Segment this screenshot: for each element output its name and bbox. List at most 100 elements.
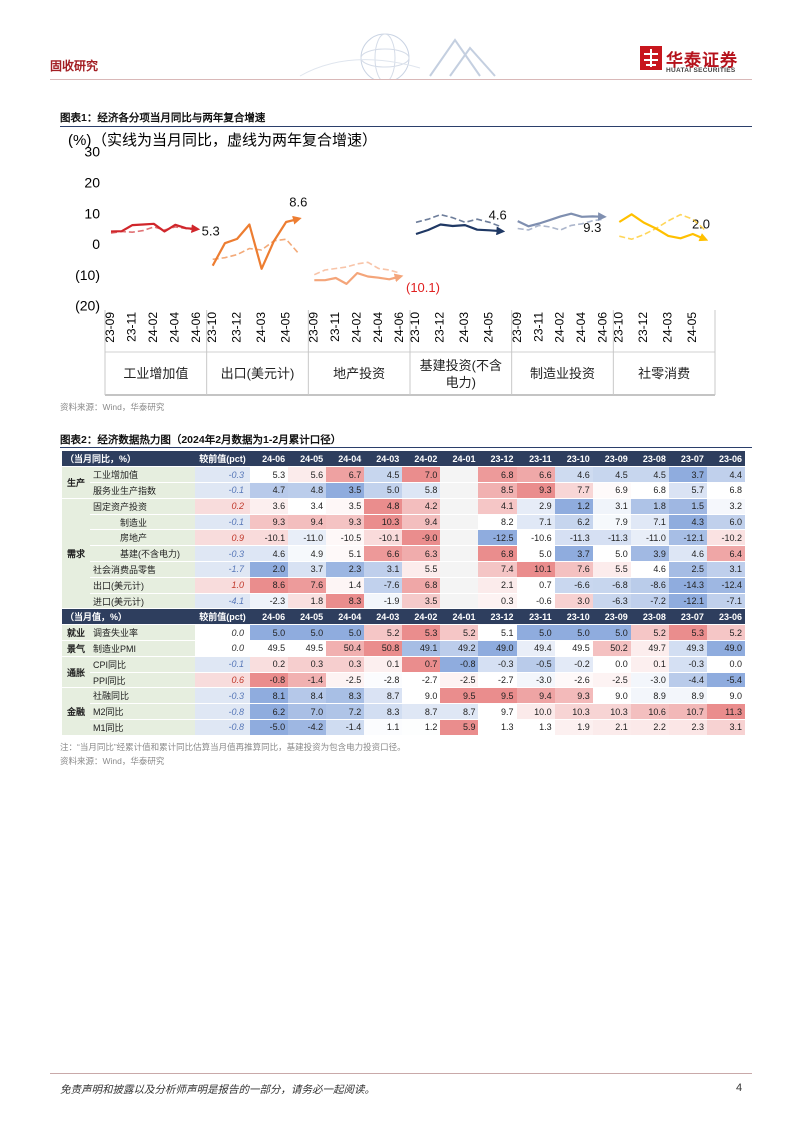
x-tick-label: 24-02 [349,312,363,343]
heat-cell: 4.7 [250,482,289,499]
heat-cell: -14.3 [668,577,707,594]
heat-cell: 8.7 [402,703,441,721]
chart: (%) （实线为当月同比，虚线为两年复合增速） 3020100(10)(20)2… [68,131,716,396]
heat-cell: 4.9 [288,545,327,563]
heat-cell: -11.0 [630,529,669,547]
y-tick-label: (10) [75,267,100,283]
heat-cell: 7.1 [630,514,669,531]
row-label: CPI同比 [90,656,196,673]
y-tick-label: 10 [84,205,100,221]
change-cell: 1.0 [195,577,251,594]
header-row: （当月值，%） 较前值(pct) 24-06 24-05 24-04 24-03 24-02… [62,608,746,626]
x-tick-label: 24-05 [482,312,496,343]
heat-cell: -6.3 [592,593,631,610]
heat-cell: 1.8 [288,593,327,610]
heat-cell: 7.9 [592,514,631,531]
y-tick-label: 30 [84,144,100,160]
column-header: 较前值(pct) [195,608,251,626]
heat-cell: 0.7 [516,577,555,594]
value-label: 2.0 [692,217,710,232]
heat-cell: 3.6 [250,498,289,515]
heat-cell: 49.5 [250,640,289,657]
y-tick-label: (20) [75,298,100,314]
x-tick-label: 23-11 [328,312,342,342]
heat-cell [440,545,479,563]
heat-cell: 4.5 [592,466,631,484]
row-label: 进口(美元计) [90,593,196,610]
column-header: 24-05 [288,608,327,626]
heat-cell: 6.4 [706,545,746,563]
value-label: 8.6 [289,194,307,209]
heat-cell: 49.0 [478,640,517,657]
heat-cell: 9.4 [288,514,327,531]
heat-cell: 0.3 [288,656,327,673]
heat-cell: 3.1 [364,561,403,578]
solid-line [415,223,506,236]
heat-cell: 2.2 [630,719,669,736]
change-cell: 0.6 [195,672,251,689]
heat-cell: 1.2 [402,719,441,736]
x-tick-label: 23-10 [205,312,219,343]
heat-cell: 1.3 [478,719,517,736]
heat-cell: -10.6 [516,529,555,547]
dashed-line [517,218,604,231]
heat-cell: 9.3 [326,514,365,531]
heat-cell: -0.3 [478,656,517,673]
heat-cell: -6.8 [592,577,631,594]
heat-cell: -3.0 [630,672,669,689]
heat-cell: 8.3 [364,703,403,721]
heat-cell: -10.2 [706,529,746,547]
heat-cell: 0.1 [630,656,669,673]
source: 资料来源：Wind，华泰研究 [60,756,165,766]
heat-cell: 5.2 [630,624,669,642]
heat-cell: 3.5 [326,482,365,499]
x-tick-label: 24-03 [254,312,268,343]
change-cell: 0.0 [195,624,251,642]
heat-cell: 2.9 [516,498,555,515]
x-tick-label: 23-09 [510,312,524,343]
heat-cell: 9.5 [440,687,479,705]
data-row: 进口(美元计) -4.1 -2.3 1.8 8.3 -1.9 3.5 0.3 -0.6 3.0 -6… [62,593,746,610]
solid-line [314,272,404,285]
heat-cell: 8.2 [478,514,517,531]
column-header: 23-11 [516,451,555,468]
x-tick-label: 24-06 [392,312,406,343]
heat-cell: 2.3 [326,561,365,578]
heat-cell: 2.3 [668,719,707,736]
data-row: 生产 工业增加值 -0.3 5.3 5.6 6.7 4.5 7.0 6.8 6.6 4.6 4.5 4.… [62,466,746,499]
heat-cell: 1.8 [630,498,669,515]
heat-cell: 6.6 [364,545,403,563]
x-tick-label: 24-05 [685,312,699,343]
heat-cell: 8.7 [364,687,403,705]
panel-name: 制造业投资 [529,366,595,381]
column-header: 23-06 [706,608,746,626]
heat-cell: 5.5 [592,561,631,578]
heat-cell: 1.2 [554,498,593,515]
heat-cell: 49.4 [516,640,555,657]
heat-cell: 50.4 [326,640,365,657]
logo-icon [640,46,662,70]
globe-line [374,33,396,80]
heat-cell: 4.1 [478,498,517,515]
heat-cell: 9.3 [554,687,593,705]
heat-cell: 4.8 [288,482,327,499]
heat-cell: -12.4 [706,577,746,594]
x-tick-label: 23-12 [433,312,447,343]
column-header: 较前值(pct) [195,451,251,468]
heat-cell: 8.9 [630,687,669,705]
column-header: 23-08 [630,451,669,468]
x-tick-label: 23-10 [612,312,626,343]
data-row: 房地产 0.9 -10.1 -11.0 -10.5 -10.1 -9.0 -12.5 -10.6… [62,529,746,547]
row-label: 固定资产投资 [90,498,196,515]
figure-title: 图表2：经济数据热力图（2024年2月数据为1-2月累计口径） [60,434,342,446]
heat-cell: 5.2 [440,624,479,642]
dashed-line [619,213,706,240]
heat-cell: 4.6 [668,545,707,563]
data-row: 就业 调查失业率 0.0 5.0 5.0 5.0 5.2 5.3 5.2 5.1 5.0 5.0 5.0… [62,624,746,642]
heat-cell: 6.7 [326,466,365,484]
heat-cell: -2.5 [326,672,365,689]
data-row: 出口(美元计) 1.0 8.6 7.6 1.4 -7.6 6.8 2.1 0.7 -6.6 -6.8… [62,577,746,594]
heat-cell: -12.5 [478,529,517,547]
y-axis-unit: (%) [68,132,91,149]
